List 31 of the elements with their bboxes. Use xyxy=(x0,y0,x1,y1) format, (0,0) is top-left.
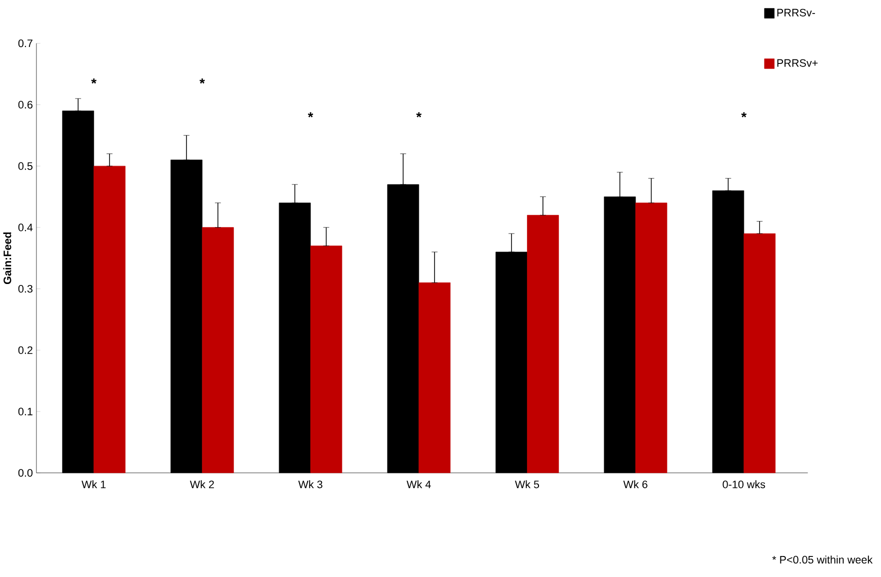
bar xyxy=(744,233,776,473)
y-tick-label: 0.4 xyxy=(18,223,33,232)
x-tick-label: Wk 2 xyxy=(190,480,214,488)
bar xyxy=(527,214,559,473)
annotation: * xyxy=(741,112,747,118)
y-tick-label: 0.1 xyxy=(18,408,32,416)
bar xyxy=(202,227,234,473)
y-axis-title: Gain:Feed xyxy=(3,232,12,284)
bar xyxy=(418,282,450,473)
y-tick-label: 0.3 xyxy=(18,284,32,292)
x-tick-label: Wk 3 xyxy=(298,480,322,488)
x-tick-label: 0-10 wks xyxy=(722,480,766,488)
legend-label: PRRSv- xyxy=(777,8,815,16)
x-tick-label: Wk 5 xyxy=(514,480,540,488)
text: * P<0.05 within week xyxy=(772,555,873,564)
bar xyxy=(635,202,668,473)
y-tick-label: 0.0 xyxy=(18,468,33,477)
bar xyxy=(94,166,126,473)
x-tick-label: Wk 4 xyxy=(406,480,431,488)
y-tick-label: 0.7 xyxy=(18,39,32,48)
x-tick-label: Wk 1 xyxy=(82,480,106,488)
y-tick-label: 0.6 xyxy=(18,100,32,108)
x-tick-label: Wk 6 xyxy=(623,480,648,488)
legend-label: PRRSv+ xyxy=(777,59,818,67)
annotation: * xyxy=(200,78,205,84)
bar xyxy=(310,245,342,473)
annotation: * xyxy=(416,112,422,118)
annotation: * xyxy=(308,112,314,118)
y-tick-label: 0.5 xyxy=(18,162,32,170)
y-tick-label: 0.2 xyxy=(18,346,32,354)
annotation: * xyxy=(91,78,97,84)
